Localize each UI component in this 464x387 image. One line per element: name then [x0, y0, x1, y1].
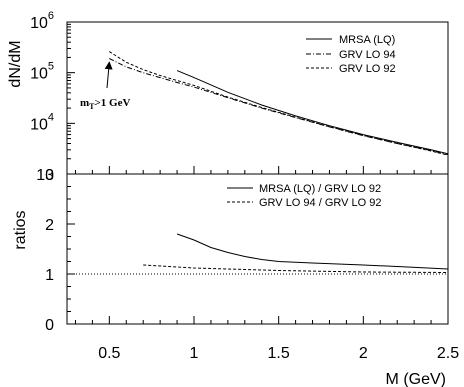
bottom-y-tick-label: 2: [45, 217, 54, 234]
x-tick-label: 2.5: [437, 345, 459, 362]
legend-label-grv92: GRV LO 92: [339, 63, 396, 75]
annotation-arrow: [104, 61, 113, 89]
x-tick-label: 0.5: [98, 345, 120, 362]
top-y-tick-label: 104: [30, 111, 54, 133]
top-series-group: [109, 51, 448, 156]
bottom-panel-frame: [66, 173, 449, 325]
bottom-series-group: [67, 233, 448, 275]
top-legend: MRSA (LQ) GRV LO 94 GRV LO 92: [306, 34, 396, 75]
bottom-y-tick-label: 1: [45, 267, 54, 284]
x-tick-label: 2: [359, 345, 368, 362]
top-series-line-0: [176, 70, 448, 155]
annotation-rest: >1 GeV: [95, 97, 131, 109]
x-axis-title: M (GeV): [386, 371, 446, 387]
top-series-line-1: [109, 58, 448, 156]
legend-label-mrsa-ratio: MRSA (LQ) / GRV LO 92: [259, 183, 381, 195]
bottom-legend: MRSA (LQ) / GRV LO 92 GRV LO 94 / GRV LO…: [227, 183, 382, 209]
annotation-main: m: [80, 97, 89, 109]
annotation-subscript: T: [89, 102, 95, 111]
annotation-label: mT>1 GeV: [80, 97, 130, 111]
legend-label-grv-ratio: GRV LO 94 / GRV LO 92: [259, 197, 382, 209]
legend-label-mrsa: MRSA (LQ): [339, 34, 395, 46]
mt-cut-annotation: mT>1 GeV: [80, 61, 130, 111]
top-y-axis-title: dN/dM: [7, 40, 24, 87]
bottom-y-tick-label: 0: [45, 317, 54, 334]
top-y-tick-label: 10: [36, 167, 54, 184]
top-y-tick-label: 105: [30, 61, 54, 83]
bottom-y-tick-label: 3: [45, 167, 54, 184]
bottom-y-axis-title: ratios: [12, 210, 29, 249]
bottom-axis-ticks: 0.5 1 1.5 2 2.5 0 1 2 3: [45, 167, 459, 362]
top-series-line-2: [109, 51, 448, 156]
top-axis-ticks: 10 104 105 106: [30, 10, 449, 184]
bottom-series-line-0: [176, 233, 448, 270]
top-y-tick-label: 106: [30, 10, 54, 32]
bottom-series-line-1: [143, 264, 448, 273]
x-tick-label: 1.5: [268, 345, 290, 362]
legend-label-grv94: GRV LO 94: [339, 49, 396, 61]
x-tick-label: 1: [190, 345, 199, 362]
